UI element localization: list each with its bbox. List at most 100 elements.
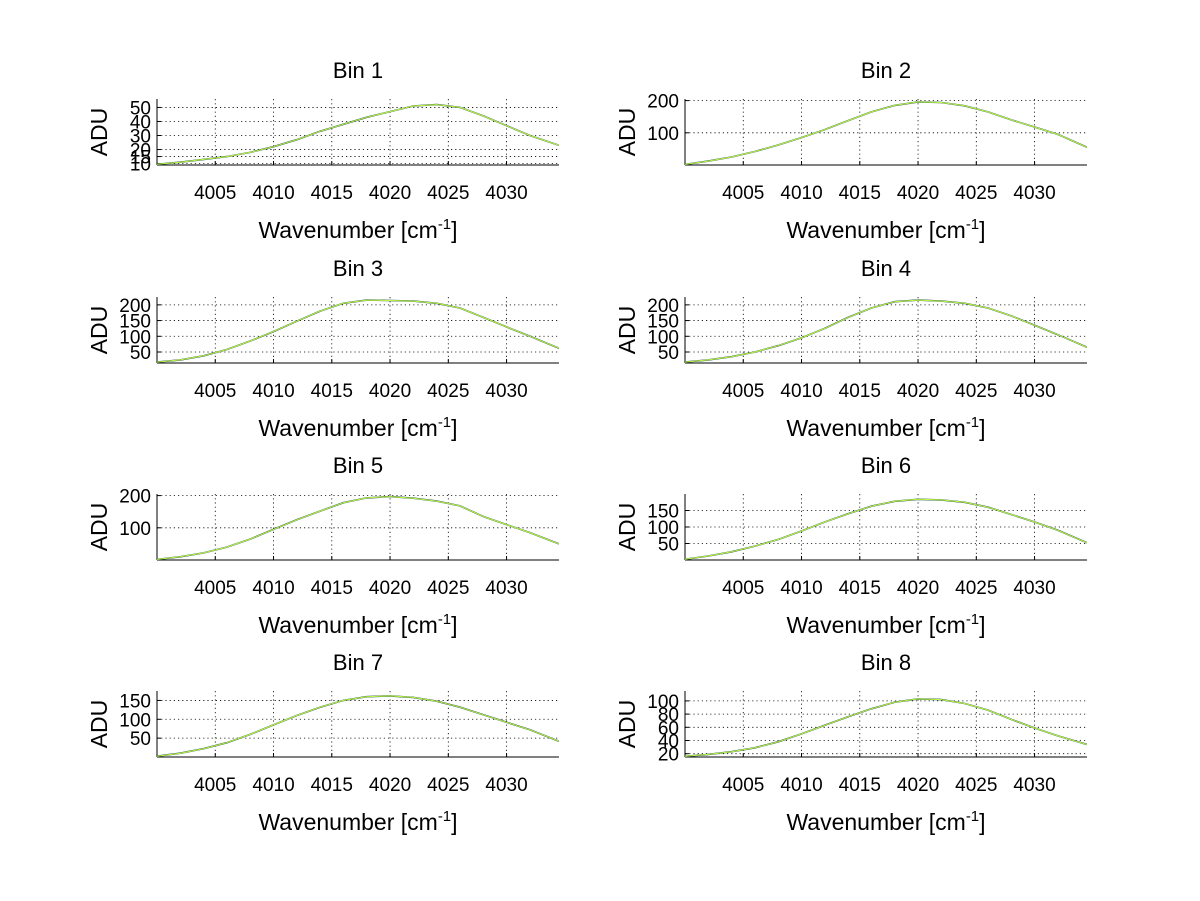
x-tick-label: 4005 [722, 775, 764, 796]
y-tick-label: 200 [647, 92, 679, 113]
x-tick-label: 4015 [839, 775, 881, 796]
x-tick-label: 4010 [780, 183, 822, 204]
series-line-dark [685, 299, 1087, 363]
series-line-light [157, 104, 559, 165]
series-line-dark [685, 101, 1087, 165]
chart-panel-3: Bin 3 4005 4010 4015 4020 4025 4030 50100150200… [86, 256, 559, 441]
chart-panel-2: Bin 2 4005 4010 4015 4020 4025 4030 100 200 ADU Wa… [614, 58, 1087, 243]
y-tick-label: 20 [130, 141, 151, 162]
chart-panel-5: Bin 5 4005 4010 4015 4020 4025 4030 100 200 ADU Wa… [86, 453, 559, 638]
x-axis-label: Wavenumber [cm-1] [258, 611, 457, 638]
x-tick-label: 4030 [1013, 578, 1055, 599]
y-tick-label: 50 [130, 343, 151, 364]
x-tick-label: 4025 [427, 183, 469, 204]
y-axis-label: ADU [86, 700, 112, 749]
y-tick-label: 50 [658, 535, 679, 556]
series-line-light [685, 498, 1087, 560]
x-axis-label: Wavenumber [cm-1] [258, 414, 457, 441]
panel-title: Bin 8 [861, 650, 911, 675]
x-tick-label: 4005 [722, 381, 764, 402]
x-tick-label: 4015 [839, 578, 881, 599]
y-tick-label: 150 [119, 691, 151, 712]
x-tick-label: 4020 [369, 381, 411, 402]
y-tick-label: 100 [647, 518, 679, 539]
y-tick-label: 100 [647, 124, 679, 145]
x-tick-label: 4005 [194, 183, 236, 204]
y-tick-label: 40 [130, 112, 151, 133]
x-tick-label: 4010 [780, 775, 822, 796]
x-tick-label: 4025 [955, 381, 997, 402]
x-tick-label: 4030 [485, 381, 527, 402]
series-line-light [157, 695, 559, 757]
x-tick-label: 4030 [1013, 381, 1055, 402]
y-tick-label: 100 [647, 692, 679, 713]
series-line-light [685, 299, 1087, 363]
x-tick-label: 4025 [427, 381, 469, 402]
panel-title: Bin 2 [861, 58, 911, 83]
x-tick-label: 4015 [311, 183, 353, 204]
panel-title: Bin 4 [861, 256, 911, 281]
x-tick-label: 4015 [839, 183, 881, 204]
y-axis-label: ADU [86, 108, 112, 157]
x-axis-label: Wavenumber [cm-1] [786, 216, 985, 243]
y-tick-label: 100 [119, 519, 151, 540]
x-tick-label: 4030 [485, 775, 527, 796]
x-tick-label: 4005 [722, 578, 764, 599]
x-tick-label: 4020 [369, 775, 411, 796]
chart-panel-4: Bin 4 4005 4010 4015 4020 4025 4030 50100150200… [614, 256, 1087, 441]
panel-title: Bin 1 [333, 58, 383, 83]
x-tick-label: 4020 [369, 183, 411, 204]
y-tick-label: 150 [119, 312, 151, 333]
x-tick-label: 4010 [780, 578, 822, 599]
series-line-light [685, 698, 1087, 757]
x-tick-label: 4005 [194, 775, 236, 796]
series-line-dark [157, 103, 559, 165]
y-axis-label: ADU [614, 108, 640, 157]
series-line-light [157, 496, 559, 560]
x-tick-label: 4025 [427, 775, 469, 796]
x-tick-label: 4025 [427, 578, 469, 599]
x-tick-label: 4025 [955, 775, 997, 796]
x-tick-label: 4030 [1013, 775, 1055, 796]
x-tick-label: 4005 [722, 183, 764, 204]
y-tick-label: 30 [130, 127, 151, 148]
panel-title: Bin 3 [333, 256, 383, 281]
x-tick-label: 4020 [897, 381, 939, 402]
x-tick-label: 4025 [955, 183, 997, 204]
y-axis-label: ADU [614, 700, 640, 749]
x-tick-label: 4010 [252, 381, 294, 402]
y-tick-label: 80 [658, 705, 679, 726]
series-line-dark [157, 695, 559, 757]
y-tick-label: 50 [130, 729, 151, 750]
x-tick-label: 4010 [252, 183, 294, 204]
x-tick-label: 4025 [955, 578, 997, 599]
x-tick-label: 4010 [252, 578, 294, 599]
y-axis-label: ADU [86, 503, 112, 552]
y-tick-label: 100 [119, 327, 151, 348]
x-tick-label: 4030 [485, 183, 527, 204]
x-axis-label: Wavenumber [cm-1] [258, 216, 457, 243]
x-tick-label: 4020 [897, 775, 939, 796]
y-tick-label: 15 [130, 148, 151, 169]
x-tick-label: 4020 [897, 578, 939, 599]
y-tick-label: 20 [658, 745, 679, 766]
x-tick-label: 4005 [194, 578, 236, 599]
panel-title: Bin 5 [333, 453, 383, 478]
x-tick-label: 4005 [194, 381, 236, 402]
x-axis-label: Wavenumber [cm-1] [786, 808, 985, 835]
x-axis-label: Wavenumber [cm-1] [258, 808, 457, 835]
y-tick-label: 100 [119, 710, 151, 731]
y-tick-label: 150 [647, 312, 679, 333]
x-tick-label: 4015 [839, 381, 881, 402]
series-line-dark [685, 498, 1087, 560]
chart-panel-8: Bin 8 4005 4010 4015 4020 4025 4030 20406080100… [614, 650, 1087, 835]
y-tick-label: 50 [130, 98, 151, 119]
x-tick-label: 4020 [369, 578, 411, 599]
y-tick-label: 150 [647, 502, 679, 523]
x-tick-label: 4015 [311, 775, 353, 796]
y-axis-label: ADU [614, 306, 640, 355]
series-line-dark [157, 299, 559, 363]
y-tick-label: 200 [119, 296, 151, 317]
